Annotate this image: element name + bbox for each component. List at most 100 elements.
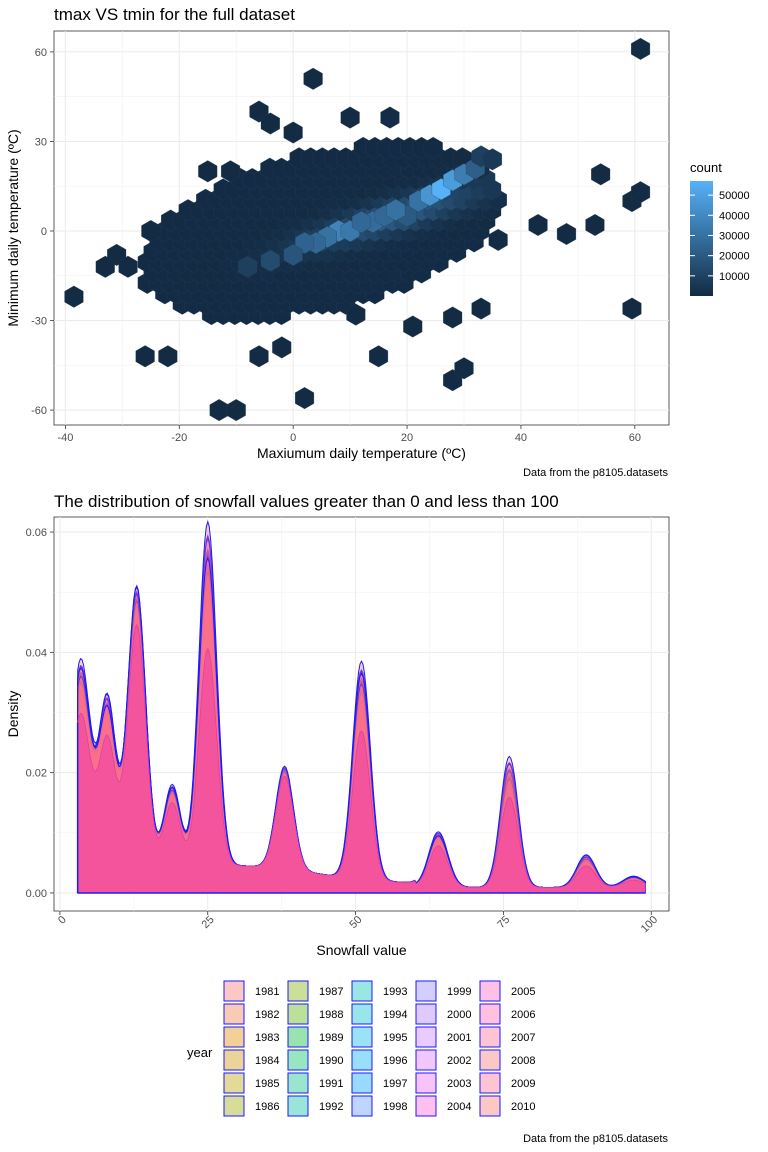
x-axis-label: Maxiumum daily temperature (ºC) xyxy=(257,445,466,461)
hex-cell xyxy=(403,315,423,338)
caption: Data from the p8105.datasets xyxy=(523,1133,668,1145)
hex-cell xyxy=(135,345,155,368)
legend-label: 1987 xyxy=(319,986,343,998)
y-tick-label: 60 xyxy=(35,47,47,59)
hex-cell xyxy=(622,297,642,320)
legend-label: 1983 xyxy=(255,1032,279,1044)
legend-label: 1985 xyxy=(255,1078,279,1090)
legend-label: 1982 xyxy=(255,1009,279,1021)
legend-label: 2002 xyxy=(447,1055,471,1067)
legend-label: 2004 xyxy=(447,1101,471,1113)
legend-label: 2008 xyxy=(511,1055,535,1067)
hex-cell xyxy=(158,345,178,368)
x-tick-label: 50 xyxy=(347,914,364,931)
legend-swatch xyxy=(415,1049,437,1071)
hex-cell xyxy=(64,285,84,308)
legend-swatch xyxy=(479,1095,501,1117)
hexbin-chart: tmax VS tmin for the full dataset -40 -20… xyxy=(5,5,750,479)
legend-label: 1992 xyxy=(319,1101,343,1113)
hex-cell xyxy=(198,160,218,183)
x-tick-label: 20 xyxy=(401,432,413,444)
y-tick-label: 0.02 xyxy=(26,768,47,780)
legend-label: 1981 xyxy=(255,986,279,998)
legend-swatch xyxy=(351,980,373,1002)
hex-cells xyxy=(64,37,651,422)
legend-swatch xyxy=(479,1072,501,1094)
legend-swatch xyxy=(223,1095,245,1117)
x-tick-label: 40 xyxy=(515,432,527,444)
colorbar-label: 30000 xyxy=(719,230,750,242)
legend-swatch xyxy=(479,1049,501,1071)
hex-cell xyxy=(238,255,258,278)
color-legend: count 10000 20000 30000 40000 50000 xyxy=(690,160,750,296)
legend-swatch xyxy=(415,1072,437,1094)
hex-cell xyxy=(340,106,360,129)
colorbar-label: 50000 xyxy=(719,190,750,202)
legend-label: 1994 xyxy=(383,1009,407,1021)
legend-label: 2001 xyxy=(447,1032,471,1044)
hex-cell xyxy=(369,345,389,368)
x-tick-label: -40 xyxy=(57,432,73,444)
hex-cell xyxy=(283,121,303,144)
legend-swatch xyxy=(223,980,245,1002)
legend-swatch xyxy=(287,1095,309,1117)
legend-swatch xyxy=(287,980,309,1002)
colorbar-label: 20000 xyxy=(719,251,750,263)
legend-label: 1986 xyxy=(255,1101,279,1113)
y-tick-label: 0.00 xyxy=(26,888,47,900)
hex-cell xyxy=(454,357,474,380)
x-tick-label: 75 xyxy=(495,914,512,931)
x-axis-label: Snowfall value xyxy=(316,942,406,958)
hex-cell xyxy=(226,399,246,422)
legend-swatch xyxy=(415,1026,437,1048)
hex-cell xyxy=(482,148,502,171)
legend-label: 1996 xyxy=(383,1055,407,1067)
legend-label: 1990 xyxy=(319,1055,343,1067)
legend-swatch xyxy=(351,1072,373,1094)
legend-swatch xyxy=(287,1072,309,1094)
y-axis-label: Minimum daily temperature (ºC) xyxy=(5,129,21,326)
legend-swatch xyxy=(287,1049,309,1071)
density-overlay xyxy=(77,623,646,894)
legend-label: 2007 xyxy=(511,1032,535,1044)
x-axis-ticks: -40 -20 0 20 40 60 xyxy=(57,425,641,444)
x-tick-label: 0 xyxy=(56,914,69,927)
hex-cell xyxy=(380,106,400,129)
legend-swatch xyxy=(415,980,437,1002)
y-axis-ticks: -60 -30 0 30 60 xyxy=(31,47,54,417)
hex-cell xyxy=(591,163,611,186)
hex-cell xyxy=(528,214,548,236)
density-chart: The distribution of snowfall values grea… xyxy=(5,492,670,1145)
legend-label: 1993 xyxy=(383,986,407,998)
hex-cell xyxy=(443,306,463,329)
y-tick-label: -60 xyxy=(31,405,47,417)
colorbar-label: 10000 xyxy=(719,271,750,283)
chart-title: tmax VS tmin for the full dataset xyxy=(54,5,295,24)
hex-cell xyxy=(283,243,303,266)
y-axis-ticks: 0.00 0.02 0.04 0.06 xyxy=(26,527,54,900)
hex-cell xyxy=(95,255,115,278)
hex-cell xyxy=(386,199,406,222)
hex-cell xyxy=(631,37,651,60)
legend-label: 1991 xyxy=(319,1078,343,1090)
legend-label: 1997 xyxy=(383,1078,407,1090)
hex-cell xyxy=(346,303,366,326)
x-tick-label: 0 xyxy=(290,432,296,444)
hex-cell xyxy=(423,136,443,159)
legend-swatch xyxy=(223,1049,245,1071)
hex-cell xyxy=(585,214,605,236)
y-tick-label: -30 xyxy=(31,316,47,328)
legend-swatch xyxy=(351,1095,373,1117)
legend-label: 1988 xyxy=(319,1009,343,1021)
hex-cell xyxy=(260,112,280,135)
legend-label: 1995 xyxy=(383,1032,407,1044)
legend-swatch xyxy=(223,1026,245,1048)
legend-label: 2009 xyxy=(511,1078,535,1090)
hex-cell xyxy=(488,228,508,251)
y-axis-label: Density xyxy=(5,691,21,738)
hex-cell xyxy=(351,211,372,233)
legend-swatch xyxy=(223,1003,245,1025)
hex-cell xyxy=(303,67,323,90)
colorbar xyxy=(690,181,713,296)
